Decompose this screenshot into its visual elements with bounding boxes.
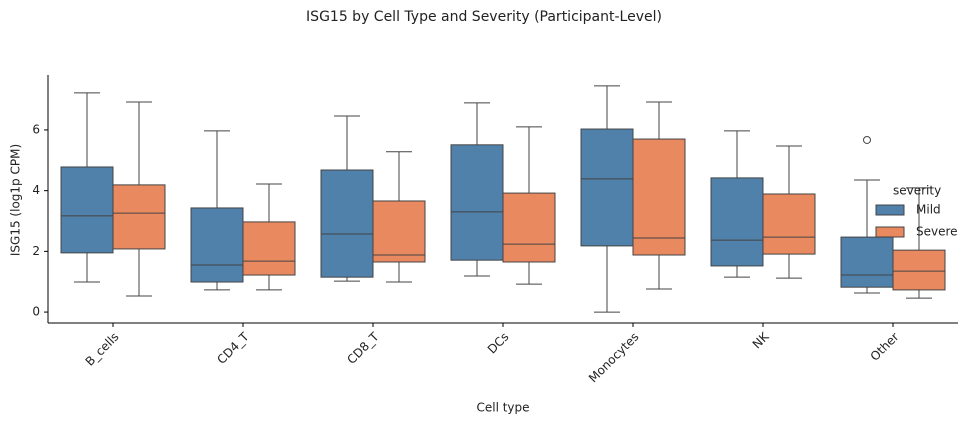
x-tick-label: CD8_T — [344, 329, 382, 367]
box — [762, 193, 816, 255]
x-tick-label: NK — [750, 329, 773, 352]
legend-title: severity — [893, 184, 941, 198]
y-tick-label: 2 — [32, 244, 40, 258]
legend-swatch — [875, 204, 905, 216]
x-axis-label: Cell type — [476, 401, 529, 415]
box — [190, 207, 244, 283]
y-tick-label: 0 — [32, 305, 40, 319]
y-axis-label: ISG15 (log1p CPM) — [9, 144, 23, 256]
box — [840, 236, 894, 288]
y-tick-label: 6 — [32, 122, 40, 136]
x-tick-label: CD4_T — [214, 329, 252, 367]
box — [320, 169, 374, 278]
box — [632, 138, 686, 256]
y-tick-label: 4 — [32, 183, 40, 197]
box — [502, 192, 556, 263]
box — [242, 221, 296, 276]
x-tick-label: Monocytes — [586, 330, 642, 386]
chart-title: ISG15 by Cell Type and Severity (Partici… — [306, 9, 662, 25]
x-tick-label: DCs — [485, 330, 512, 357]
x-tick-label: Other — [868, 330, 902, 364]
legend-label: Mild — [916, 203, 941, 217]
x-tick-label: B_cells — [83, 330, 122, 369]
box — [450, 144, 504, 261]
box — [60, 166, 114, 254]
box — [892, 249, 946, 291]
legend-label: Severe — [916, 225, 958, 239]
box — [710, 177, 764, 267]
outlier — [863, 135, 871, 144]
box — [372, 200, 426, 263]
box — [112, 184, 166, 250]
box — [580, 128, 634, 247]
legend-swatch — [875, 226, 905, 238]
